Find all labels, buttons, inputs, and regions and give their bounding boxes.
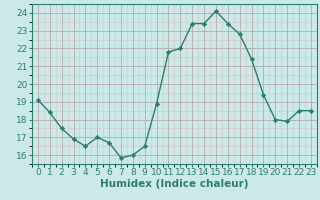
X-axis label: Humidex (Indice chaleur): Humidex (Indice chaleur) xyxy=(100,179,249,189)
